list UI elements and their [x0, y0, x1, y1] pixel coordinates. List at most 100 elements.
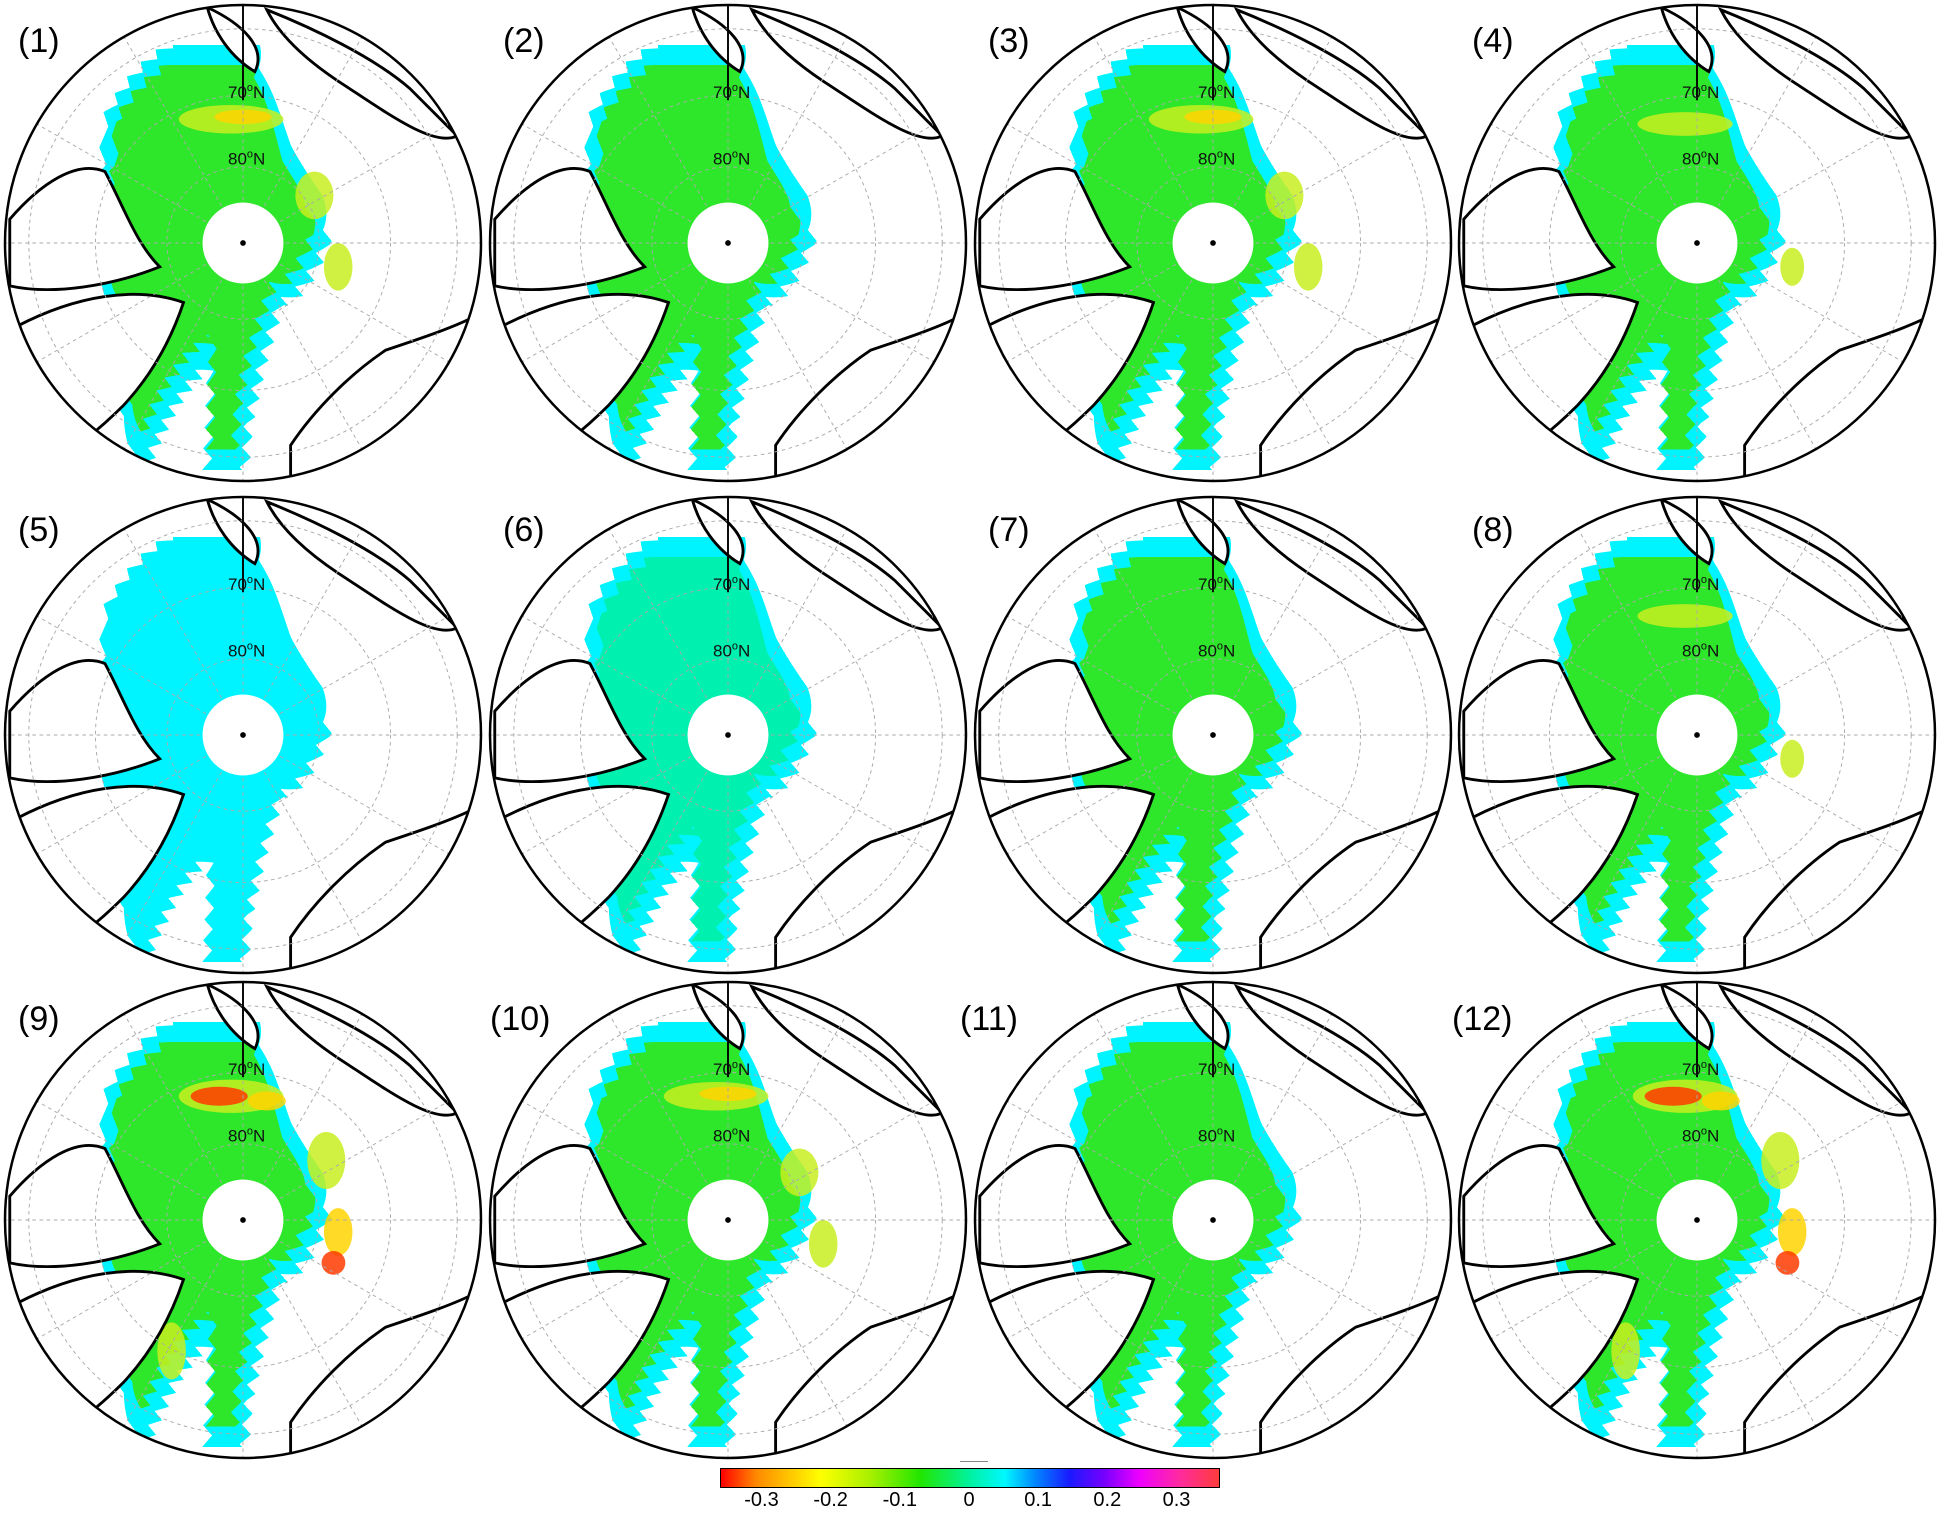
map-panel: 70oN 80oN (11) — [960, 980, 1453, 1460]
panel-label: (4) — [1472, 22, 1514, 60]
land-coastline — [1175, 5, 1230, 74]
lat-label-70: 70oN — [1682, 574, 1719, 594]
anomaly-hotspot — [699, 1086, 757, 1101]
lat-label-80: 80oN — [1682, 1125, 1719, 1145]
map-border — [1457, 980, 1937, 1460]
land-coastline — [8, 167, 163, 291]
land-coastline — [1659, 982, 1714, 1051]
north-pole-marker — [240, 732, 246, 738]
map-border — [3, 980, 483, 1460]
anomaly-hotspot — [1637, 112, 1733, 136]
anomaly-hotspot — [1611, 1322, 1640, 1380]
lat-label-80: 80oN — [228, 1125, 265, 1145]
land-coastline — [1717, 499, 1914, 632]
land-coastline — [263, 499, 460, 632]
anomaly-hotspot — [1644, 1086, 1702, 1106]
panel-label: (7) — [988, 511, 1030, 549]
north-pole-marker — [1694, 732, 1700, 738]
land-coastline — [690, 5, 745, 74]
colorbar-cap — [960, 1461, 988, 1462]
lat-label-80: 80oN — [1198, 640, 1235, 660]
lat-label-80: 80oN — [713, 148, 750, 168]
colorbar-tick-label: -0.3 — [744, 1489, 779, 1511]
land-coastline — [493, 1144, 648, 1268]
colorbar: -0.3 -0.2 -0.1 0 0.1 0.2 0.3 — [720, 1461, 1220, 1521]
north-pole-marker — [240, 1217, 246, 1223]
land-coastline — [1462, 659, 1617, 783]
lat-label-80: 80oN — [713, 640, 750, 660]
map-body — [490, 982, 966, 1458]
map-body — [1459, 497, 1935, 973]
map-body — [490, 5, 966, 481]
lat-label-70: 70oN — [228, 82, 265, 102]
anomaly-hotspot — [808, 1220, 838, 1268]
land-coastline — [205, 982, 260, 1051]
land-coastline — [493, 167, 648, 291]
colorbar-tick-label: 0.2 — [1093, 1489, 1122, 1511]
map-panel: 70oN 80oN (4) — [1457, 3, 1937, 483]
map-panel: 70oN 80oN (5) — [3, 495, 483, 975]
land-coastline — [1175, 497, 1230, 566]
panel-label: (12) — [1452, 1000, 1512, 1038]
land-coastline — [205, 497, 260, 566]
north-pole-marker — [725, 1217, 731, 1223]
lat-label-70: 70oN — [228, 574, 265, 594]
map-body — [975, 497, 1451, 973]
north-pole-marker — [1694, 240, 1700, 246]
panel-label: (1) — [18, 22, 60, 60]
lat-label-70: 70oN — [1198, 1059, 1235, 1079]
anomaly-hotspot — [1293, 243, 1323, 291]
land-coastline — [1659, 5, 1714, 74]
north-pole-marker — [1694, 1217, 1700, 1223]
north-pole-marker — [1210, 240, 1216, 246]
anomaly-hotspot — [1184, 109, 1242, 125]
map-panel: 70oN 80oN (1) — [3, 3, 483, 483]
lat-label-80: 80oN — [228, 148, 265, 168]
colorbar-tick-label: 0.1 — [1024, 1489, 1053, 1511]
lat-label-70: 70oN — [713, 1059, 750, 1079]
land-coastline — [748, 499, 945, 632]
map-border — [973, 3, 1453, 483]
map-panel: 70oN 80oN (6) — [488, 495, 968, 975]
map-panel: 70oN 80oN (3) — [973, 3, 1453, 483]
map-border — [3, 3, 483, 483]
lat-label-70: 70oN — [713, 82, 750, 102]
map-panel: 70oN 80oN (2) — [488, 3, 968, 483]
land-coastline — [1175, 982, 1230, 1051]
map-body — [975, 982, 1451, 1458]
anomaly-hotspot — [321, 1250, 346, 1275]
land-coastline — [748, 7, 945, 140]
anomaly-hotspot — [190, 1086, 248, 1106]
land-coastline — [1659, 497, 1714, 566]
panel-label: (8) — [1472, 511, 1514, 549]
panel-label: (2) — [503, 22, 545, 60]
lat-label-80: 80oN — [1682, 148, 1719, 168]
map-panel: 70oN 80oN (10) — [488, 980, 968, 1460]
land-coastline — [8, 1144, 163, 1268]
land-coastline — [1233, 499, 1430, 632]
land-coastline — [1717, 7, 1914, 140]
anomaly-hotspot — [247, 1091, 286, 1111]
lat-label-80: 80oN — [228, 640, 265, 660]
anomaly-hotspot — [295, 171, 334, 220]
map-border — [3, 495, 483, 975]
anomaly-hotspot — [1637, 604, 1733, 628]
lat-label-80: 80oN — [1682, 640, 1719, 660]
panel-label: (6) — [503, 511, 545, 549]
map-panel: 70oN 80oN (8) — [1457, 495, 1937, 975]
map-panel: 70oN 80oN (9) — [3, 980, 483, 1460]
lat-label-80: 80oN — [1198, 1125, 1235, 1145]
map-panel: 70oN 80oN (12) — [1452, 980, 1937, 1460]
map-border — [1457, 3, 1937, 483]
land-coastline — [1717, 984, 1914, 1117]
north-pole-marker — [240, 240, 246, 246]
land-coastline — [1233, 984, 1430, 1117]
lat-label-70: 70oN — [713, 574, 750, 594]
panel-label: (3) — [988, 22, 1030, 60]
colorbar-tick-label: 0.3 — [1162, 1489, 1191, 1511]
anomaly-hotspot — [157, 1322, 186, 1380]
map-body — [1459, 5, 1935, 481]
lat-label-80: 80oN — [1198, 148, 1235, 168]
map-border — [488, 980, 968, 1460]
